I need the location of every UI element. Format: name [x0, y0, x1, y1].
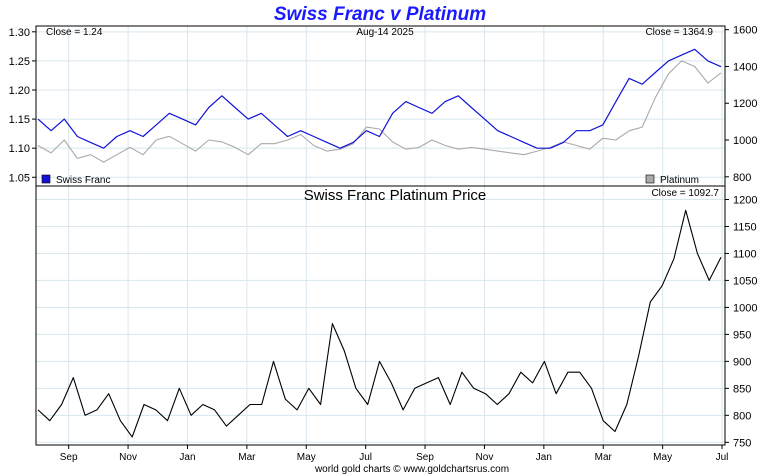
ticks-layer: Sep Nov Jan Mar May Jul Sep Nov Jan Mar May Jul 1.30…: [9, 25, 758, 463]
y-right-tick-label-lower: 850: [733, 383, 751, 395]
y-right-tick-label-upper: 1000: [733, 135, 757, 147]
upper-panel-frame: [35, 25, 726, 187]
y-right-tick-label-upper: 800: [733, 172, 751, 184]
y-right-tick-label-lower: 800: [733, 410, 751, 422]
footer-credit: world gold charts © www.goldchartsrus.co…: [314, 464, 509, 475]
top-date-label: Aug-14 2025: [356, 27, 414, 38]
bottom-close-label: Close = 1092.7: [651, 188, 719, 199]
top-close-left-label: Close = 1.24: [46, 27, 103, 38]
y-right-tick-label-lower: 900: [733, 356, 751, 368]
legend-label-platinum: Platinum: [660, 175, 699, 186]
chart-title: Swiss Franc v Platinum: [274, 4, 486, 25]
y-right-tick-label-upper: 1600: [733, 25, 757, 37]
x-tick-label: May: [297, 452, 316, 463]
y-right-tick-label-lower: 750: [733, 437, 751, 449]
y-right-tick-label-lower: 1050: [733, 275, 757, 287]
y-right-tick-label-lower: 1150: [733, 221, 757, 233]
x-tick-label: Jan: [179, 452, 195, 463]
y-left-tick-label: 1.15: [9, 114, 30, 126]
y-right-tick-label-lower: 1100: [733, 248, 757, 260]
lower-panel-frame: [35, 185, 726, 446]
series-layer: [37, 48, 722, 438]
x-tick-label: Jul: [716, 452, 729, 463]
grid-layer: [36, 26, 725, 445]
y-left-tick-label: 1.25: [9, 56, 30, 68]
series-swiss-franc-line: [37, 48, 722, 149]
y-left-tick-label: 1.30: [9, 27, 30, 39]
x-tick-label: Jan: [536, 452, 552, 463]
lower-panel-title: Swiss Franc Platinum Price: [304, 187, 487, 204]
legend-swatch-platinum: [645, 174, 655, 184]
x-tick-label: Mar: [238, 452, 256, 463]
y-right-tick-label-lower: 950: [733, 329, 751, 341]
x-tick-label: Sep: [60, 452, 78, 463]
y-right-tick-label-upper: 1200: [733, 98, 757, 110]
legend-label-swiss-franc: Swiss Franc: [56, 175, 110, 186]
y-right-tick-label-upper: 1400: [733, 61, 757, 73]
x-tick-label: Nov: [119, 452, 137, 463]
legend-swatch-swiss-franc: [41, 174, 51, 184]
y-right-tick-label-lower: 1000: [733, 302, 757, 314]
series-swiss-franc-platinum-price-line: [37, 209, 722, 438]
y-left-tick-label: 1.10: [9, 143, 30, 155]
series-platinum-line: [37, 60, 722, 163]
y-right-tick-label-lower: 1200: [733, 194, 757, 206]
y-left-tick-label: 1.05: [9, 172, 30, 184]
y-left-tick-label: 1.20: [9, 85, 30, 97]
x-tick-label: Mar: [595, 452, 613, 463]
x-tick-label: Nov: [476, 452, 494, 463]
top-close-right-label: Close = 1364.9: [645, 27, 713, 38]
x-tick-label: May: [653, 452, 672, 463]
x-tick-label: Jul: [359, 452, 372, 463]
x-tick-label: Sep: [416, 452, 434, 463]
